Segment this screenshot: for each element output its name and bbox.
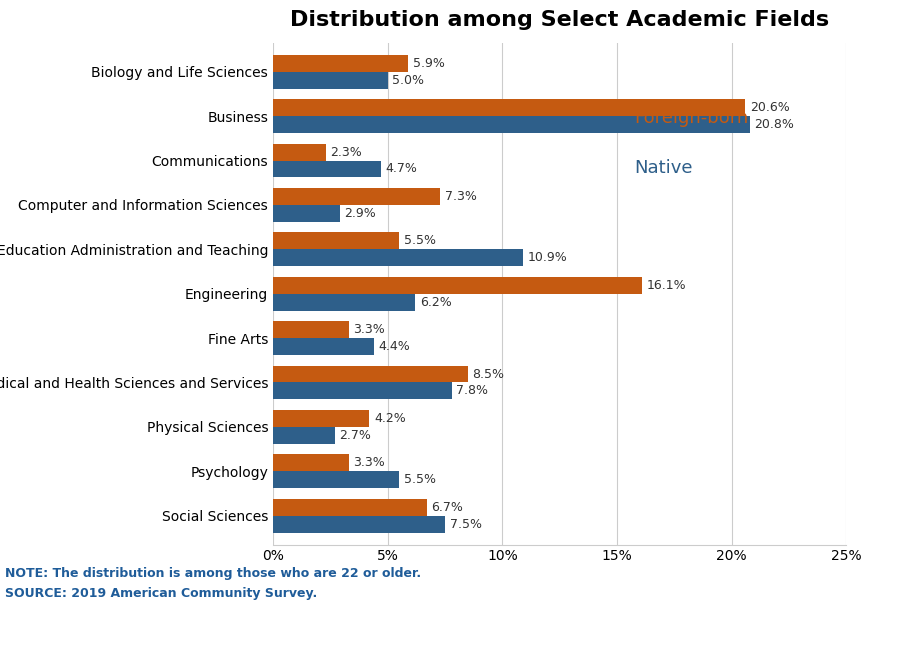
Text: 4.4%: 4.4% bbox=[379, 340, 410, 353]
Text: 5.0%: 5.0% bbox=[392, 74, 424, 86]
Text: 2.9%: 2.9% bbox=[344, 207, 376, 220]
Text: 5.9%: 5.9% bbox=[413, 57, 445, 70]
Text: 8.5%: 8.5% bbox=[472, 368, 504, 381]
Text: 2.3%: 2.3% bbox=[330, 146, 362, 158]
Bar bbox=[273, 144, 326, 160]
Bar bbox=[273, 188, 440, 205]
Text: 7.8%: 7.8% bbox=[457, 384, 489, 397]
Text: 20.8%: 20.8% bbox=[754, 118, 794, 131]
Text: 20.6%: 20.6% bbox=[750, 101, 790, 114]
Text: 3.3%: 3.3% bbox=[353, 456, 385, 469]
Text: Native: Native bbox=[634, 159, 693, 178]
Text: 2.7%: 2.7% bbox=[339, 429, 371, 442]
Text: 5.5%: 5.5% bbox=[404, 473, 436, 486]
Bar bbox=[273, 55, 409, 72]
Text: 10.9%: 10.9% bbox=[528, 251, 567, 264]
Bar bbox=[273, 160, 380, 178]
Text: NOTE: The distribution is among those who are 22 or older.: NOTE: The distribution is among those wh… bbox=[5, 568, 420, 581]
Text: SOURCE: 2019 American Community Survey.: SOURCE: 2019 American Community Survey. bbox=[5, 587, 317, 601]
Bar bbox=[273, 471, 399, 488]
Bar bbox=[273, 321, 349, 338]
Text: 5.5%: 5.5% bbox=[404, 234, 436, 248]
Bar bbox=[273, 249, 523, 266]
Bar bbox=[273, 116, 750, 133]
Bar bbox=[273, 454, 349, 471]
Text: 4.2%: 4.2% bbox=[374, 412, 406, 425]
Text: of: of bbox=[168, 629, 182, 644]
Bar bbox=[273, 338, 374, 355]
Bar bbox=[273, 294, 415, 311]
Text: 4.7%: 4.7% bbox=[385, 162, 418, 176]
Bar bbox=[273, 72, 388, 88]
Bar bbox=[273, 205, 339, 222]
Bar bbox=[273, 515, 445, 533]
Bar bbox=[273, 99, 745, 116]
Text: 3.3%: 3.3% bbox=[353, 323, 385, 336]
Bar bbox=[273, 427, 335, 444]
Text: 7.3%: 7.3% bbox=[445, 190, 477, 203]
Text: 6.7%: 6.7% bbox=[431, 501, 463, 513]
Bar bbox=[273, 366, 468, 383]
Bar bbox=[273, 499, 427, 515]
Text: 7.5%: 7.5% bbox=[450, 517, 481, 531]
Bar bbox=[273, 232, 399, 249]
Bar bbox=[273, 410, 369, 427]
Text: 6.2%: 6.2% bbox=[420, 296, 451, 309]
Text: St. Louis: St. Louis bbox=[191, 629, 254, 644]
Text: 16.1%: 16.1% bbox=[647, 279, 686, 292]
Bar bbox=[273, 277, 642, 294]
Text: Federal Reserve Bank: Federal Reserve Bank bbox=[12, 629, 167, 644]
Title: Distribution among Select Academic Fields: Distribution among Select Academic Field… bbox=[290, 11, 829, 30]
Bar bbox=[273, 383, 452, 399]
Text: Foreign-born: Foreign-born bbox=[634, 109, 748, 127]
